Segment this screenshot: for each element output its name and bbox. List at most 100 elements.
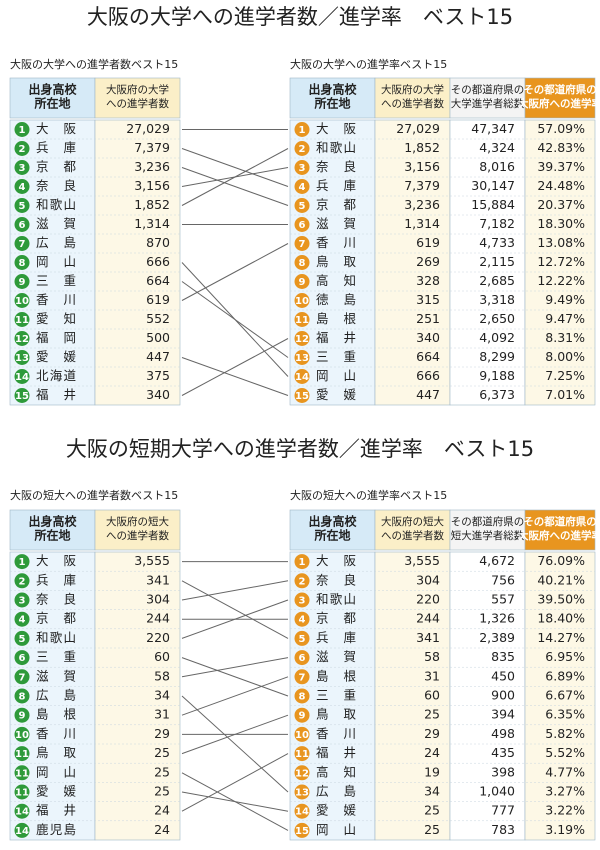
rank-badge [294, 650, 310, 666]
header-cell [289, 77, 376, 119]
value-cell: 2,389 [479, 630, 515, 645]
rank-badge [294, 746, 310, 762]
rank-number: 8 [299, 692, 306, 703]
rank-badge [14, 630, 30, 646]
value-cell: 304 [416, 572, 440, 587]
value-cell: 1,314 [134, 216, 170, 231]
section-title: 大阪の大学への進学者数／進学率 ベスト15 [87, 5, 513, 29]
rank-number: 7 [299, 239, 306, 250]
rank-badge [14, 707, 30, 723]
value-cell: 39.50% [537, 592, 585, 607]
rank-number: 11 [15, 768, 29, 779]
rank-number: 11 [295, 749, 309, 760]
rank-number: 10 [295, 730, 309, 741]
rank-badge [14, 765, 30, 781]
connector [181, 714, 289, 755]
value-cell: 24 [154, 822, 170, 837]
value-cell: 666 [146, 254, 170, 269]
value-cell: 3,156 [404, 159, 440, 174]
value-cell: 3,555 [404, 553, 440, 568]
header-text: への進学者数 [381, 529, 444, 542]
rank-badge [14, 650, 30, 666]
rank-badge [14, 179, 30, 194]
prefecture: 鹿児島 [36, 822, 76, 837]
rank-number: 3 [19, 163, 26, 174]
value-cell: 244 [146, 611, 170, 626]
rank-number: 5 [19, 201, 26, 212]
rank-badge [294, 217, 310, 232]
rank-number: 6 [19, 653, 26, 664]
rank-number: 14 [295, 807, 309, 818]
rank-badge [294, 822, 310, 838]
value-cell: 31 [424, 668, 440, 683]
header-text: その都道府県の [523, 515, 597, 528]
value-cell: 58 [424, 649, 440, 664]
rank-number: 11 [15, 749, 29, 760]
value-cell: 666 [416, 368, 440, 383]
header-text: その都道府県の [451, 515, 525, 528]
header-cell [524, 77, 596, 119]
header-cell [9, 77, 96, 119]
rank-number: 2 [19, 576, 26, 587]
rank-number: 12 [295, 768, 309, 779]
header-text: 大阪府への進学率 [518, 529, 600, 542]
rank-number: 4 [19, 615, 26, 626]
prefecture: 北海道 [36, 368, 76, 383]
value-cell: 6.89% [545, 668, 585, 683]
rank-badge [294, 669, 310, 685]
rank-badge [294, 726, 310, 742]
column-bg [449, 551, 526, 841]
value-cell: 3,236 [404, 197, 440, 212]
connector [181, 148, 289, 187]
rank-number: 8 [19, 258, 26, 269]
rank-number: 8 [19, 692, 26, 703]
connector [181, 657, 289, 697]
rank-number: 5 [299, 201, 306, 212]
rank-number: 4 [299, 615, 306, 626]
value-cell: 341 [416, 630, 440, 645]
value-cell: 76.09% [537, 553, 585, 568]
header-text: 大阪府の大学 [381, 83, 444, 96]
value-cell: 25 [424, 822, 440, 837]
connector [181, 281, 289, 358]
value-cell: 60 [154, 649, 170, 664]
value-cell: 900 [491, 688, 515, 703]
header-text: 出身高校 [28, 82, 77, 97]
value-cell: 15,884 [471, 197, 515, 212]
value-cell: 1,314 [404, 216, 440, 231]
table-caption: 大阪の大学への進学率ベスト15 [290, 57, 447, 71]
rank-number: 12 [15, 334, 29, 345]
value-cell: 7.25% [545, 368, 585, 383]
rank-number: 14 [15, 807, 29, 818]
header-text: 大学進学者総数 [451, 97, 525, 110]
rank-number: 14 [15, 826, 29, 837]
header-text: 所在地 [33, 528, 70, 543]
value-cell: 3,555 [134, 553, 170, 568]
value-cell: 5.82% [545, 726, 585, 741]
rank-number: 6 [19, 220, 26, 231]
rank-badge [294, 688, 310, 704]
value-cell: 30,147 [471, 178, 515, 193]
rank-number: 15 [295, 826, 309, 837]
value-cell: 57.09% [537, 121, 585, 136]
rank-badge [294, 350, 310, 365]
rank-badge [294, 573, 310, 589]
connector [181, 243, 289, 301]
value-cell: 777 [491, 803, 515, 818]
prefecture: 和歌山 [36, 197, 76, 212]
value-cell: 29 [154, 726, 170, 741]
rank-badge [294, 630, 310, 646]
value-cell: 340 [146, 387, 170, 402]
value-cell: 3,156 [134, 178, 170, 193]
value-cell: 4,672 [479, 553, 515, 568]
value-cell: 7.01% [545, 387, 585, 402]
value-cell: 619 [416, 235, 440, 250]
value-cell: 3,318 [479, 292, 515, 307]
header-cell [94, 509, 181, 551]
value-cell: 328 [416, 273, 440, 288]
value-cell: 2,650 [479, 311, 515, 326]
connector [181, 753, 289, 812]
rank-badge [14, 803, 30, 819]
header-text: 大阪府の短大 [381, 515, 444, 528]
connector [181, 676, 289, 716]
